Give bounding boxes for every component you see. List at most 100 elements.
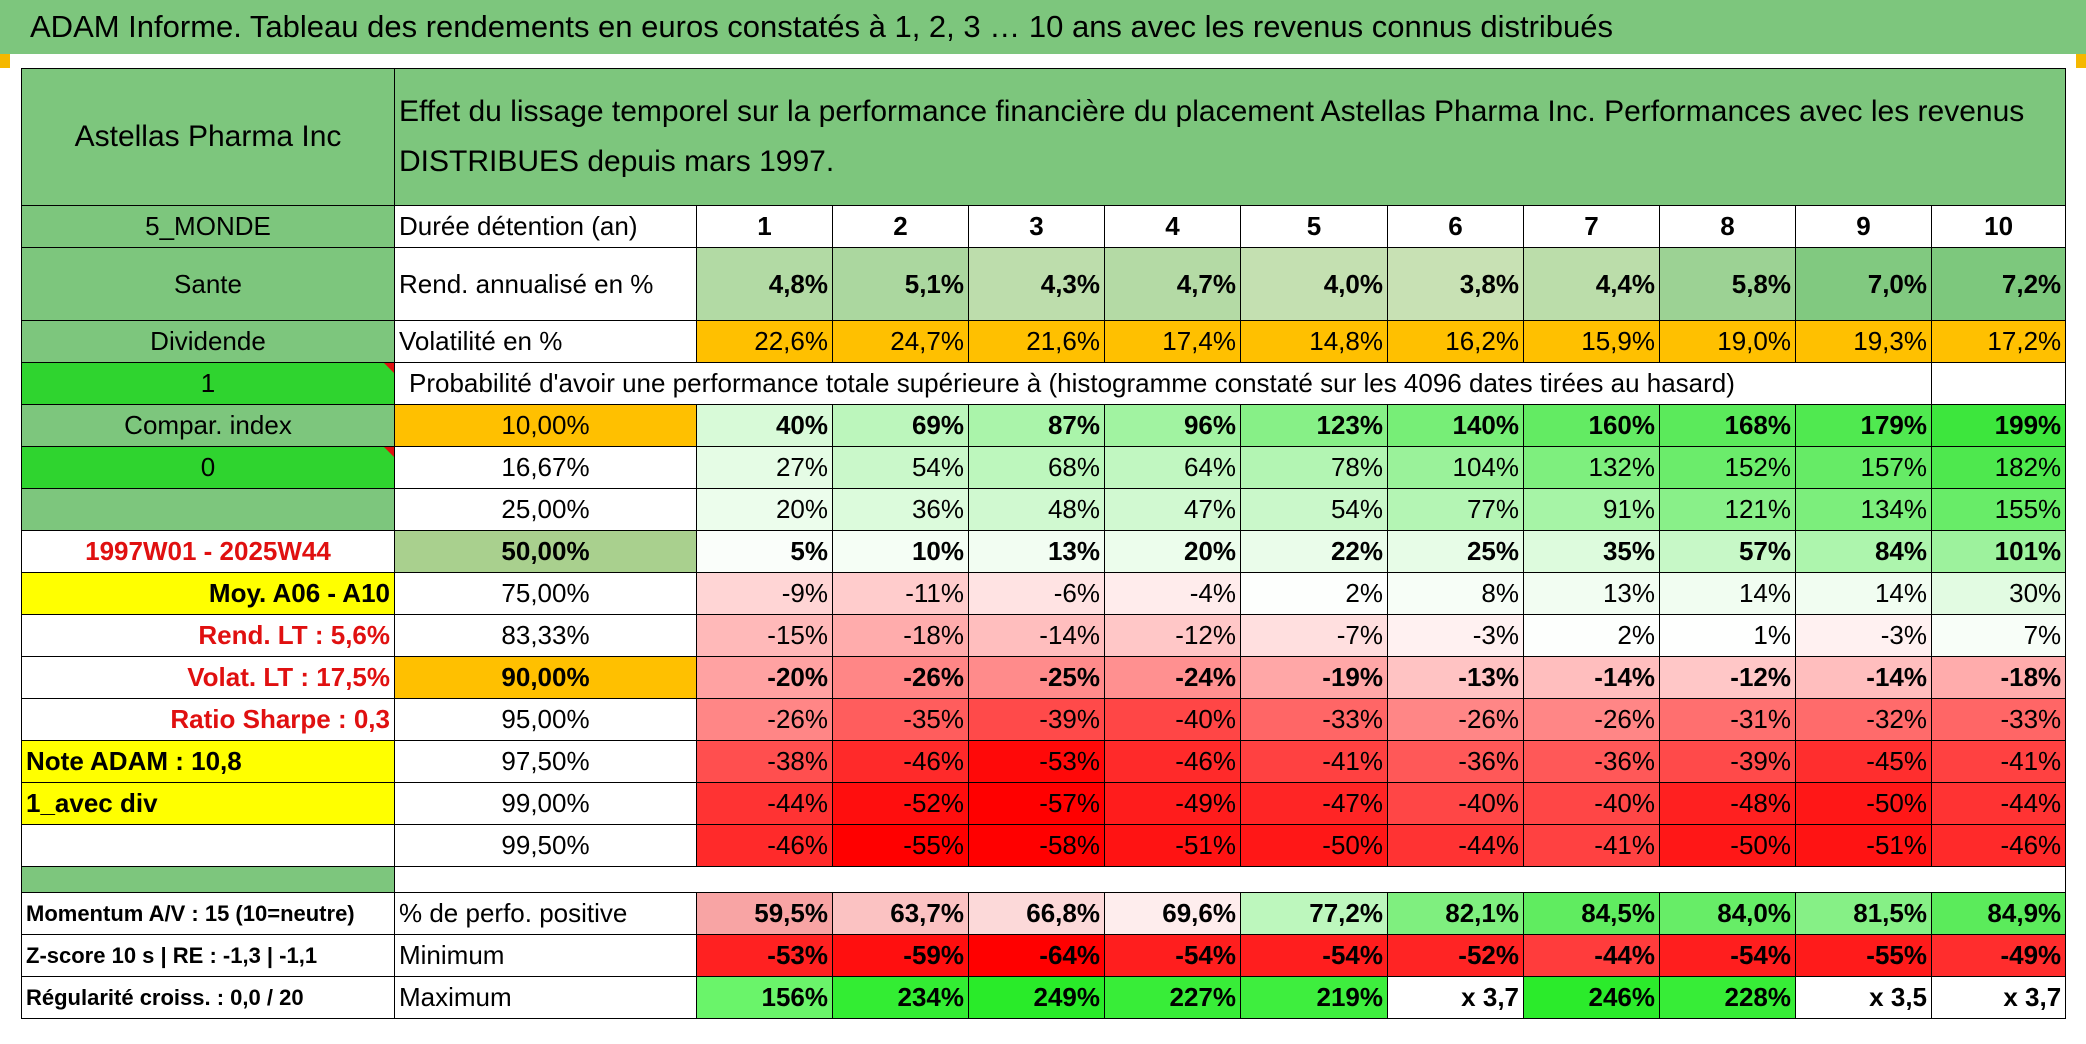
perf-pos-cell: 84,9%	[1930, 892, 2067, 935]
probability-value: 10%	[832, 530, 969, 573]
flag-one[interactable]: 1	[21, 362, 395, 405]
probability-value: -41%	[1240, 740, 1388, 783]
momentum-label: Momentum A/V : 15 (10=neutre)	[21, 892, 395, 935]
probability-value: -12%	[1104, 614, 1241, 657]
volat-cell: 14,8%	[1240, 320, 1388, 363]
maximum-cell: 234%	[832, 976, 969, 1019]
minimum-cell: -54%	[1240, 934, 1388, 977]
rend-lt-label: Rend. LT : 5,6%	[21, 614, 395, 657]
probability-value: -40%	[1104, 698, 1241, 741]
year-header: 6	[1387, 205, 1524, 248]
perf-pos-cell: 77,2%	[1240, 892, 1388, 935]
probability-value: -50%	[1795, 782, 1932, 825]
maximum-cell: 246%	[1523, 976, 1660, 1019]
table-description: Effet du lissage temporel sur la perform…	[393, 68, 2067, 206]
probability-value: -45%	[1795, 740, 1932, 783]
year-header: 8	[1659, 205, 1796, 248]
volat-cell: 17,2%	[1930, 320, 2067, 363]
perf-pos-cell: 84,0%	[1659, 892, 1796, 935]
probability-value: -24%	[1104, 656, 1241, 699]
probability-value: 7%	[1930, 614, 2067, 657]
perf-pos-cell: 66,8%	[968, 892, 1105, 935]
avec-div-label: 1_avec div	[21, 782, 395, 825]
rend-cell: 7,0%	[1795, 247, 1932, 321]
volat-cell: 22,6%	[696, 320, 833, 363]
probability-value: -3%	[1795, 614, 1932, 657]
probability-value: 35%	[1523, 530, 1660, 573]
maximum-cell: 156%	[696, 976, 833, 1019]
corner-marker-right	[2076, 54, 2086, 68]
type-label: Dividende	[21, 320, 395, 363]
probability-value: 40%	[696, 404, 833, 447]
probability-value: -39%	[968, 698, 1105, 741]
maximum-cell: x 3,7	[1387, 976, 1524, 1019]
perf-pos-cell: 82,1%	[1387, 892, 1524, 935]
probability-value: 25%	[1387, 530, 1524, 573]
probability-value: -46%	[832, 740, 969, 783]
volat-cell: 19,3%	[1795, 320, 1932, 363]
probability-value: 2%	[1240, 572, 1388, 615]
probability-value: -14%	[1523, 656, 1660, 699]
probability-value: 54%	[832, 446, 969, 489]
probability-value: 14%	[1795, 572, 1932, 615]
probability-value: -4%	[1104, 572, 1241, 615]
empty-side-cell	[21, 824, 395, 867]
probability-value: 199%	[1930, 404, 2067, 447]
probability-value: -31%	[1659, 698, 1796, 741]
maximum-cell: 227%	[1104, 976, 1241, 1019]
probability-value: 101%	[1930, 530, 2067, 573]
probability-value: -7%	[1240, 614, 1388, 657]
probability-value: -58%	[968, 824, 1105, 867]
rend-cell: 4,0%	[1240, 247, 1388, 321]
spacer-row	[393, 866, 2067, 893]
zone-label: 5_MONDE	[21, 205, 395, 248]
period-label: 1997W01 - 2025W44	[21, 530, 395, 573]
probability-value: -50%	[1659, 824, 1796, 867]
rend-cell: 5,8%	[1659, 247, 1796, 321]
probability-value: -18%	[832, 614, 969, 657]
probability-threshold: 83,33%	[394, 614, 697, 657]
rend-label: Rend. annualisé en %	[394, 247, 697, 321]
probability-value: -44%	[696, 782, 833, 825]
perf-pos-label: % de perfo. positive	[394, 892, 697, 935]
probability-value: 182%	[1930, 446, 2067, 489]
probability-value: 134%	[1795, 488, 1932, 531]
perf-pos-cell: 84,5%	[1523, 892, 1660, 935]
zscore-label: Z-score 10 s | RE : -1,3 | -1,1	[21, 934, 395, 977]
year-header: 3	[968, 205, 1105, 248]
probability-threshold: 90,00%	[394, 656, 697, 699]
probability-value: -9%	[696, 572, 833, 615]
probability-value: -26%	[1523, 698, 1660, 741]
probability-value: 20%	[1104, 530, 1241, 573]
volat-cell: 19,0%	[1659, 320, 1796, 363]
probability-value: 179%	[1795, 404, 1932, 447]
probability-value: -11%	[832, 572, 969, 615]
probability-value: -13%	[1387, 656, 1524, 699]
probability-value: -39%	[1659, 740, 1796, 783]
probability-value: -41%	[1930, 740, 2067, 783]
probability-value: 78%	[1240, 446, 1388, 489]
probability-value: -3%	[1387, 614, 1524, 657]
probability-value: -55%	[832, 824, 969, 867]
proba-label: Probabilité d'avoir une performance tota…	[394, 362, 1796, 405]
probability-value: -52%	[832, 782, 969, 825]
maximum-cell: x 3,7	[1930, 976, 2067, 1019]
perf-pos-cell: 81,5%	[1795, 892, 1932, 935]
rend-cell: 4,3%	[968, 247, 1105, 321]
minimum-cell: -49%	[1930, 934, 2067, 977]
probability-value: 47%	[1104, 488, 1241, 531]
probability-value: 69%	[832, 404, 969, 447]
probability-value: -51%	[1104, 824, 1241, 867]
flag-zero[interactable]: 0	[21, 446, 395, 489]
year-header: 1	[696, 205, 833, 248]
rend-cell: 7,2%	[1930, 247, 2067, 321]
minimum-cell: -44%	[1523, 934, 1660, 977]
probability-threshold: 95,00%	[394, 698, 697, 741]
probability-value: -40%	[1387, 782, 1524, 825]
probability-threshold: 99,50%	[394, 824, 697, 867]
probability-threshold: 10,00%	[394, 404, 697, 447]
probability-value: -44%	[1930, 782, 2067, 825]
maximum-cell: 228%	[1659, 976, 1796, 1019]
probability-value: -33%	[1930, 698, 2067, 741]
probability-value: 20%	[696, 488, 833, 531]
